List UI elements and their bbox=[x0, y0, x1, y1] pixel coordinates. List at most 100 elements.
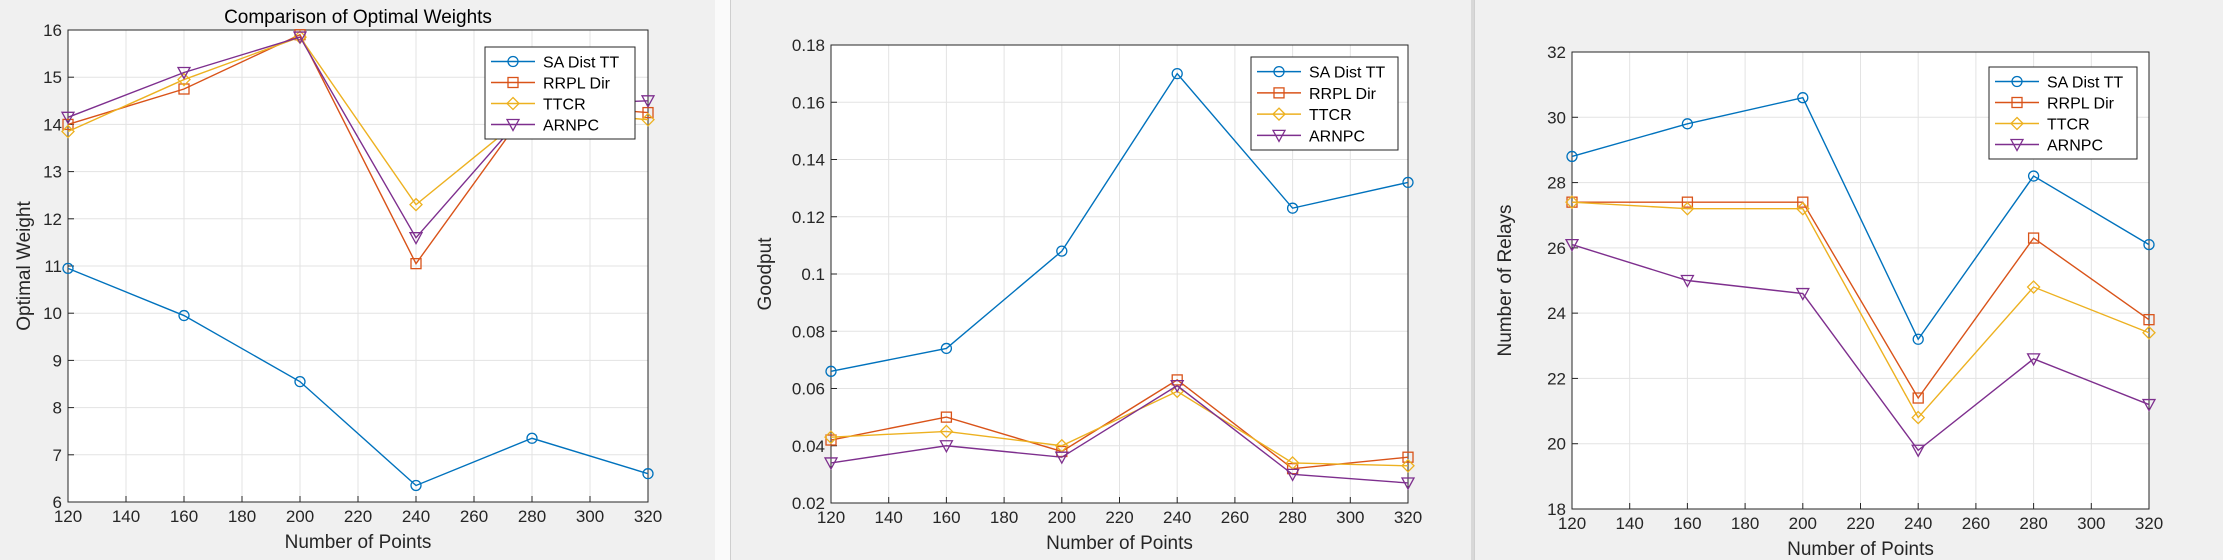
series-rrpl-dir bbox=[1566, 196, 2155, 404]
x-tick-label: 140 bbox=[1616, 514, 1644, 533]
y-tick-label: 12 bbox=[43, 210, 62, 229]
data-point bbox=[1797, 92, 1809, 104]
x-tick-label: 220 bbox=[1846, 514, 1874, 533]
y-tick-label: 9 bbox=[53, 351, 62, 370]
data-point bbox=[640, 95, 656, 109]
data-point bbox=[410, 257, 422, 270]
data-point bbox=[1402, 176, 1414, 189]
window-divider bbox=[1470, 0, 1474, 560]
x-tick-label: 180 bbox=[228, 507, 256, 526]
x-tick-label: 200 bbox=[286, 507, 314, 526]
series-line bbox=[830, 384, 1409, 484]
y-tick-label: 18 bbox=[1547, 500, 1566, 519]
y-tick-label: 0.1 bbox=[801, 265, 825, 284]
y-tick-label: 30 bbox=[1547, 108, 1566, 127]
data-point bbox=[939, 424, 954, 439]
data-point bbox=[2027, 170, 2040, 182]
y-tick-label: 20 bbox=[1547, 435, 1566, 454]
x-tick-label: 120 bbox=[817, 508, 845, 527]
legend-label: ARNPC bbox=[543, 118, 599, 135]
x-axis-label: Number of Points bbox=[1046, 533, 1193, 554]
x-tick-label: 120 bbox=[1558, 514, 1586, 533]
chart-title: Comparison of Optimal Weights bbox=[224, 7, 492, 28]
data-point bbox=[60, 111, 76, 125]
data-point bbox=[177, 72, 191, 87]
y-tick-label: 15 bbox=[43, 68, 62, 87]
legend-label: ARNPC bbox=[2047, 138, 2103, 155]
legend-marker bbox=[1273, 87, 1285, 99]
series-line bbox=[1571, 96, 2150, 341]
x-tick-label: 240 bbox=[1163, 508, 1191, 527]
y-tick-label: 0.04 bbox=[792, 437, 825, 456]
data-point bbox=[1797, 196, 1809, 208]
y-tick-label: 11 bbox=[44, 257, 62, 276]
x-tick-label: 160 bbox=[932, 508, 960, 527]
data-point bbox=[823, 457, 839, 471]
data-point bbox=[408, 232, 424, 246]
legend-marker bbox=[507, 76, 519, 89]
data-point bbox=[526, 432, 538, 444]
y-tick-label: 0.12 bbox=[792, 208, 825, 227]
data-point bbox=[2141, 398, 2157, 412]
y-tick-label: 28 bbox=[1547, 174, 1566, 193]
legend-label: TTCR bbox=[543, 97, 586, 114]
x-axis-label: Number of Points bbox=[285, 532, 432, 553]
data-point bbox=[178, 83, 190, 95]
chart-svg: 120 140 160 180 200 220 240 260 280 300 320 0.02 0.0… bbox=[755, 36, 1422, 554]
data-point bbox=[641, 112, 655, 127]
x-tick-label: 120 bbox=[54, 507, 82, 526]
chart-svg: 120 140 160 180 200 220 240 260 280 300 320 18 20 22 2… bbox=[1495, 43, 2163, 560]
data-point bbox=[1564, 238, 1580, 252]
data-point bbox=[410, 479, 422, 492]
x-tick-label: 260 bbox=[460, 507, 488, 526]
x-tick-label: 320 bbox=[634, 507, 662, 526]
data-point bbox=[1795, 201, 1810, 216]
y-tick-label: 0.16 bbox=[792, 93, 825, 112]
series-sa-dist-tt bbox=[825, 67, 1414, 377]
legend-label: SA Dist TT bbox=[543, 55, 619, 72]
y-tick-label: 0.02 bbox=[792, 494, 825, 513]
legend-label: TTCR bbox=[2047, 117, 2090, 134]
x-tick-label: 160 bbox=[170, 507, 198, 526]
data-point bbox=[2142, 325, 2156, 340]
y-tick-label: 24 bbox=[1547, 304, 1566, 323]
x-tick-label: 280 bbox=[2019, 514, 2047, 533]
legend-label: TTCR bbox=[1309, 107, 1352, 124]
y-tick-label: 0.14 bbox=[792, 151, 825, 170]
data-point bbox=[1911, 444, 1926, 458]
data-point bbox=[1565, 195, 1579, 210]
chart-svg: 120 140 160 180 200 220 240 260 280 300 320 6 7 8 9 10 1… bbox=[14, 7, 662, 553]
x-tick-label: 240 bbox=[1904, 514, 1932, 533]
data-point bbox=[292, 31, 308, 45]
series-line bbox=[830, 72, 1409, 373]
data-point bbox=[1171, 67, 1183, 80]
x-tick-label: 220 bbox=[1105, 508, 1133, 527]
legend-label: RRPL Dir bbox=[1309, 86, 1377, 103]
data-point bbox=[62, 118, 74, 131]
series-sa-dist-tt bbox=[62, 262, 654, 492]
legend-marker bbox=[505, 118, 521, 132]
x-tick-label: 320 bbox=[1394, 508, 1422, 527]
data-point bbox=[940, 411, 953, 423]
legend-marker bbox=[506, 96, 520, 111]
y-tick-label: 26 bbox=[1547, 239, 1566, 258]
x-tick-label: 320 bbox=[2135, 514, 2163, 533]
legend-marker bbox=[507, 55, 519, 68]
x-tick-label: 180 bbox=[990, 508, 1018, 527]
data-point bbox=[1680, 201, 1695, 216]
x-tick-label: 280 bbox=[1278, 508, 1306, 527]
figure-optimal-weights: 120 140 160 180 200 220 240 260 280 300 320 6 7 8 9 10 1… bbox=[0, 0, 715, 560]
y-axis-label: Goodput bbox=[755, 237, 776, 311]
y-tick-label: 22 bbox=[1547, 369, 1566, 388]
legend-label: SA Dist TT bbox=[1309, 65, 1385, 82]
figure-goodput: 120 140 160 180 200 220 240 260 280 300 320 0.02 0.0… bbox=[730, 0, 1471, 560]
x-tick-label: 200 bbox=[1789, 514, 1817, 533]
data-point bbox=[1681, 196, 1694, 208]
data-point bbox=[2143, 314, 2155, 326]
legend-marker bbox=[1271, 129, 1287, 143]
data-point bbox=[940, 342, 953, 355]
y-axis-label: Optimal Weight bbox=[14, 201, 35, 331]
y-axis-label: Number of Relays bbox=[1495, 204, 1516, 356]
y-tick-label: 0.06 bbox=[792, 380, 825, 399]
series-arnpc bbox=[1564, 238, 2157, 458]
